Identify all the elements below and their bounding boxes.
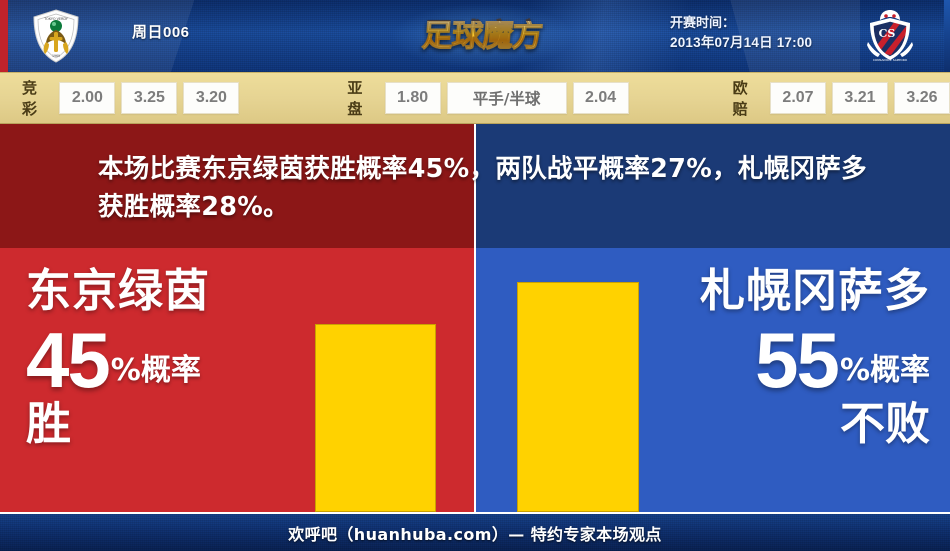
headline-band-right-blue (476, 124, 950, 248)
odds-cell-oupei-home[interactable]: 2.07 (770, 82, 826, 114)
away-probability-suffix: %概率 (839, 353, 930, 388)
odds-group-jingcai: 竞彩 2.00 3.25 3.20 (22, 77, 240, 119)
odds-cell-yapan-handicap[interactable]: 平手/半球 (446, 82, 567, 114)
probability-bar-home (315, 324, 436, 512)
odds-group-oupei: 欧赔 2.07 3.21 3.26 (733, 77, 950, 119)
headline-text: 本场比赛东京绿茵获胜概率45%，两队战平概率27%，札幌冈萨多获胜概率28%。 (98, 154, 867, 222)
svg-text:CS: CS (879, 27, 896, 40)
headline-band-left-red (0, 124, 474, 248)
footer-bar: 欢呼吧（huanhuba.com）— 特约专家本场观点 (0, 512, 950, 551)
odds-label-yapan: 亚盘 (347, 79, 363, 118)
odds-cell-jingcai-away[interactable]: 3.20 (183, 82, 240, 114)
footer-text: 欢呼吧（huanhuba.com）— 特约专家本场观点 (288, 524, 662, 544)
odds-cell-jingcai-home[interactable]: 2.00 (59, 82, 116, 114)
odds-cell-oupei-draw[interactable]: 3.21 (832, 82, 888, 114)
tokyo-verdy-crest-icon: TOKYO VERDY 1969 (33, 9, 79, 63)
header-diagonal-highlight-right (620, 0, 860, 72)
brand-logo-text: 足球魔方 (420, 17, 544, 54)
consadole-sapporo-crest-icon: CS CONSADOLE SAPPORO (867, 10, 913, 62)
odds-label-jingcai: 竞彩 (22, 79, 38, 118)
odds-cell-oupei-away[interactable]: 3.26 (894, 82, 950, 114)
away-team-block: 札幌冈萨多 55 %概率 不败 (630, 264, 930, 450)
home-team-block: 东京绿茵 45 %概率 胜 (26, 264, 296, 450)
brand-logo: 足球魔方 (406, 14, 558, 58)
odds-bar: 竞彩 2.00 3.25 3.20 亚盘 1.80 平手/半球 2.04 欧赔 … (0, 72, 950, 124)
home-probability-number: 45 (26, 316, 111, 404)
match-number: 周日006 (132, 24, 190, 41)
home-probability-suffix: %概率 (110, 353, 201, 388)
svg-text:TOKYO VERDY: TOKYO VERDY (43, 17, 69, 21)
header-right-blue-strip (944, 0, 950, 72)
probability-bar-away (517, 282, 639, 512)
headline-band (0, 124, 950, 248)
odds-group-yapan: 亚盘 1.80 平手/半球 2.04 (347, 77, 629, 119)
home-team-name: 东京绿茵 (26, 264, 211, 317)
header-bar: TOKYO VERDY 1969 周日006 足球魔方 开赛时间： 2013年0… (0, 0, 950, 72)
odds-cell-jingcai-draw[interactable]: 3.25 (121, 82, 178, 114)
odds-label-oupei: 欧赔 (732, 79, 748, 118)
away-probability-row: 55 %概率 (630, 320, 930, 400)
headline-band-divider (474, 124, 476, 248)
odds-cell-yapan-away[interactable]: 2.04 (572, 82, 629, 114)
home-probability-row: 45 %概率 (26, 320, 296, 400)
away-probability-number: 55 (755, 316, 840, 404)
away-team-name: 札幌冈萨多 (699, 264, 930, 317)
odds-cell-yapan-home[interactable]: 1.80 (384, 82, 441, 114)
home-result-label: 胜 (26, 397, 72, 450)
kickoff-value: 2013年07月14日 17:00 (670, 35, 813, 50)
kickoff-label: 开赛时间： (670, 15, 736, 30)
teams-band-divider (474, 248, 476, 512)
header-left-red-strip (0, 0, 8, 72)
svg-text:1969: 1969 (52, 54, 60, 58)
away-result-label: 不败 (839, 397, 930, 450)
kickoff-time-block: 开赛时间： 2013年07月14日 17:00 (670, 13, 870, 53)
main-panel: 本场比赛东京绿茵获胜概率45%，两队战平概率27%，札幌冈萨多获胜概率28%。 … (0, 124, 950, 512)
svg-text:CONSADOLE SAPPORO: CONSADOLE SAPPORO (873, 58, 908, 62)
